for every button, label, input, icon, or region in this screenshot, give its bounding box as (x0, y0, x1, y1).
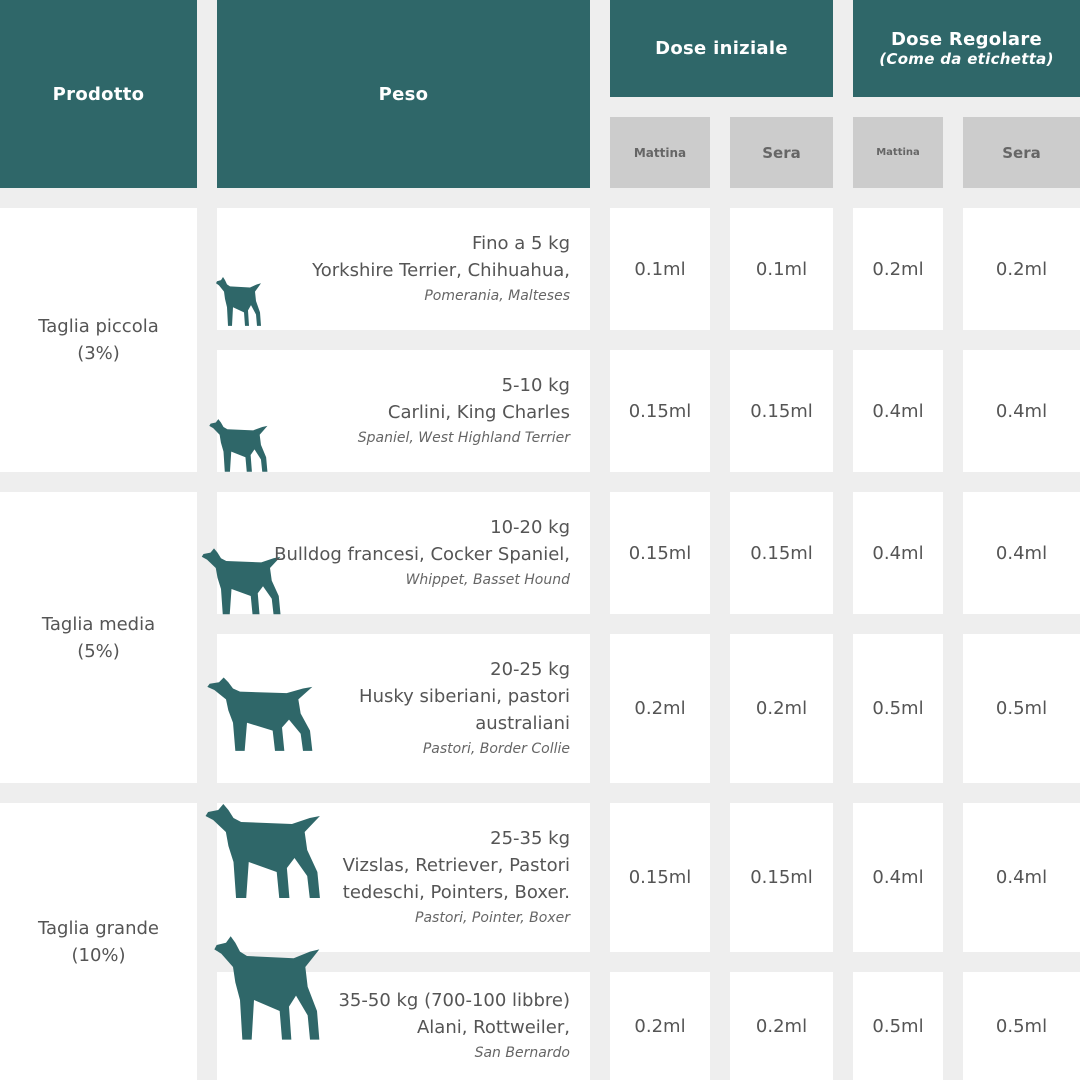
peso-cell: 5-10 kg Carlini, King Charles Spaniel, Wes… (209, 350, 590, 472)
breed-examples: Spaniel, West Highland Terrier (357, 430, 570, 446)
dose-iniziale-mattina: 0.15ml (610, 803, 710, 952)
peso-line: 5-10 kg (501, 375, 570, 396)
dose-iniziale-sera: 0.15ml (730, 492, 833, 614)
peso-line: australiani (475, 713, 570, 734)
peso-cell: 35-50 kg (700-100 libbre) Alani, Rottweil… (214, 936, 590, 1080)
peso-line: Yorkshire Terrier, Chihuahua, (312, 260, 570, 281)
peso-cell: 20-25 kg Husky siberiani, pastori australi… (207, 634, 590, 783)
dose-iniziale-sera: 0.2ml (730, 972, 833, 1080)
dose-regolare-title: Dose Regolare (890, 29, 1043, 50)
product-cell: Taglia piccola (3%) (0, 208, 197, 472)
dose-regolare-mattina: 0.4ml (853, 492, 943, 614)
product-cell: Taglia grande (10%) (0, 803, 197, 1080)
peso-line: Alani, Rottweiler, (416, 1017, 570, 1038)
subheader-sera-regolare: Sera (963, 117, 1080, 188)
header-prodotto: Prodotto (0, 0, 197, 188)
breed-examples: Pomerania, Malteses (424, 288, 570, 304)
peso-line: Carlini, King Charles (387, 402, 570, 423)
dose-iniziale-sera: 0.2ml (730, 634, 833, 783)
peso-line: tedeschi, Pointers, Boxer. (342, 882, 570, 903)
dose-iniziale-sera: 0.1ml (730, 208, 833, 330)
peso-line: Bulldog francesi, Cocker Spaniel, (274, 544, 570, 565)
peso-line: Vizslas, Retriever, Pastori (342, 855, 570, 876)
header-peso: Peso (217, 0, 590, 188)
peso-cell: Fino a 5 kg Yorkshire Terrier, Chihuahua,… (216, 208, 590, 330)
header-dose-regolare: Dose Regolare (Come da etichetta) (853, 0, 1080, 97)
dose-regolare-mattina: 0.5ml (853, 972, 943, 1080)
breed-examples: Pastori, Border Collie (422, 741, 570, 757)
peso-line: Husky siberiani, pastori (359, 686, 570, 707)
header-dose-iniziale: Dose iniziale (610, 0, 833, 97)
dose-regolare-sera: 0.4ml (963, 350, 1080, 472)
product-name: Taglia piccola (38, 316, 159, 337)
peso-line: Fino a 5 kg (472, 233, 570, 254)
breed-examples: San Bernardo (474, 1045, 570, 1061)
subheader-sera-iniziale: Sera (730, 117, 833, 188)
dose-regolare-note: (Come da etichetta) (879, 50, 1054, 68)
dose-iniziale-mattina: 0.15ml (610, 492, 710, 614)
dose-regolare-mattina: 0.4ml (853, 803, 943, 952)
product-name: Taglia grande (38, 917, 159, 939)
peso-cell: 25-35 kg Vizslas, Retriever, Pastori tedes… (205, 803, 590, 952)
chihuahua-icon (216, 277, 261, 326)
peso-line: 20-25 kg (490, 659, 570, 680)
dose-regolare-mattina: 0.5ml (853, 634, 943, 783)
peso-line: 10-20 kg (490, 517, 570, 538)
subheader-mattina-iniziale: Mattina (610, 117, 710, 188)
dose-regolare-mattina: 0.4ml (853, 350, 943, 472)
cane-corso-icon (214, 936, 320, 1040)
collie-icon (207, 677, 313, 751)
product-percentage: (3%) (77, 343, 120, 364)
product-percentage: (10%) (71, 944, 126, 966)
breed-examples: Pastori, Pointer, Boxer (415, 910, 570, 926)
dose-iniziale-mattina: 0.1ml (610, 208, 710, 330)
dose-regolare-sera: 0.2ml (963, 208, 1080, 330)
dose-iniziale-mattina: 0.15ml (610, 350, 710, 472)
dose-iniziale-sera: 0.15ml (730, 350, 833, 472)
dose-iniziale-mattina: 0.2ml (610, 972, 710, 1080)
peso-line: 35-50 kg (700-100 libbre) (338, 990, 570, 1011)
dose-iniziale-mattina: 0.2ml (610, 634, 710, 783)
product-cell: Taglia media (5%) (0, 492, 197, 783)
peso-line: 25-35 kg (490, 828, 570, 849)
product-name: Taglia media (41, 613, 156, 635)
peso-cell: 10-20 kg Bulldog francesi, Cocker Spaniel… (201, 492, 590, 615)
dose-regolare-sera: 0.4ml (963, 492, 1080, 614)
dose-regolare-sera: 0.4ml (963, 803, 1080, 952)
pointer-icon (205, 804, 320, 898)
product-percentage: (5%) (77, 640, 120, 662)
terrier-icon (209, 419, 268, 472)
breed-examples: Whippet, Basset Hound (405, 572, 570, 588)
dose-regolare-sera: 0.5ml (963, 634, 1080, 783)
dose-iniziale-sera: 0.15ml (730, 803, 833, 952)
bulldog-icon (201, 548, 281, 615)
dose-regolare-mattina: 0.2ml (853, 208, 943, 330)
subheader-mattina-regolare: Mattina (853, 117, 943, 188)
dose-regolare-sera: 0.5ml (963, 972, 1080, 1080)
